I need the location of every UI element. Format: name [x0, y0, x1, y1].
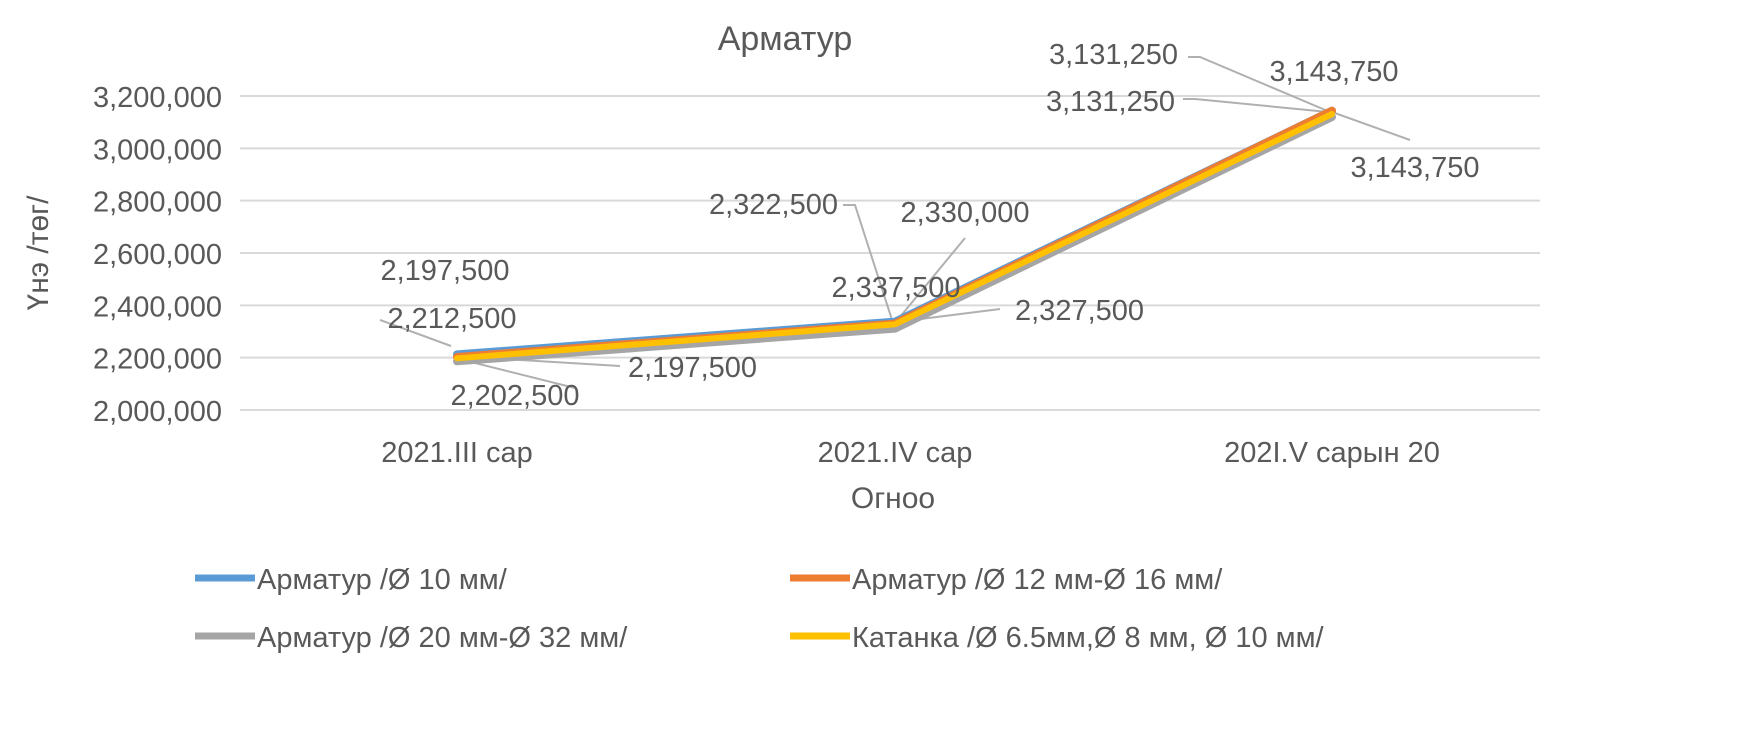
- data-label-leader: [1188, 56, 1331, 113]
- data-label-leader: [379, 319, 452, 347]
- legend-item[interactable]: Арматур /Ø 12 мм-Ø 16 мм/: [790, 564, 1223, 596]
- series-line: [454, 110, 1335, 362]
- x-tick-label: 2021.IV сар: [818, 437, 973, 469]
- y-tick-label: 2,200,000: [93, 344, 222, 376]
- y-tick-label: 2,000,000: [93, 396, 222, 428]
- data-label-leader: [843, 204, 894, 324]
- y-tick-label: 2,400,000: [93, 291, 222, 323]
- legend-item[interactable]: Арматур /Ø 20 мм-Ø 32 мм/: [195, 622, 628, 654]
- chart-title: Арматур: [718, 20, 853, 58]
- data-label: 2,197,500: [380, 255, 509, 287]
- legend-item[interactable]: Катанка /Ø 6.5мм,Ø 8 мм, Ø 10 мм/: [790, 622, 1325, 654]
- data-label: 2,327,500: [1015, 295, 1144, 327]
- data-label: 3,131,250: [1049, 39, 1178, 71]
- legend-label: Катанка /Ø 6.5мм,Ø 8 мм, Ø 10 мм/: [852, 622, 1325, 654]
- x-axis-label: Огноо: [851, 482, 935, 515]
- data-label: 3,143,750: [1350, 152, 1479, 184]
- data-label: 2,322,500: [709, 189, 838, 221]
- data-label-leader: [1183, 98, 1329, 113]
- data-label: 3,131,250: [1046, 86, 1175, 118]
- data-label-leader: [1331, 111, 1411, 141]
- data-label: 2,212,500: [387, 303, 516, 335]
- y-tick-label: 3,000,000: [93, 134, 222, 166]
- data-label: 2,330,000: [900, 197, 1029, 229]
- series-line: [453, 106, 1336, 359]
- y-axis-label: Үнэ /төг/: [22, 195, 55, 311]
- data-label: 2,337,500: [831, 272, 960, 304]
- legend-label: Арматур /Ø 10 мм/: [257, 564, 508, 596]
- x-tick-label: 2021.III сар: [381, 437, 533, 469]
- data-label: 2,197,500: [628, 352, 757, 384]
- data-label-leader: [894, 237, 966, 324]
- y-tick-label: 2,800,000: [93, 187, 222, 219]
- data-label: 2,202,500: [450, 380, 579, 412]
- y-tick-label: 2,600,000: [93, 239, 222, 271]
- legend-label: Арматур /Ø 12 мм-Ø 16 мм/: [852, 564, 1223, 596]
- x-tick-label: 202I.V сарын 20: [1224, 437, 1440, 469]
- data-label: 3,143,750: [1269, 56, 1398, 88]
- y-tick-label: 3,200,000: [93, 82, 222, 114]
- series-line: [453, 112, 1336, 366]
- legend-label: Арматур /Ø 20 мм-Ø 32 мм/: [257, 622, 628, 654]
- legend-item[interactable]: Арматур /Ø 10 мм/: [195, 564, 508, 596]
